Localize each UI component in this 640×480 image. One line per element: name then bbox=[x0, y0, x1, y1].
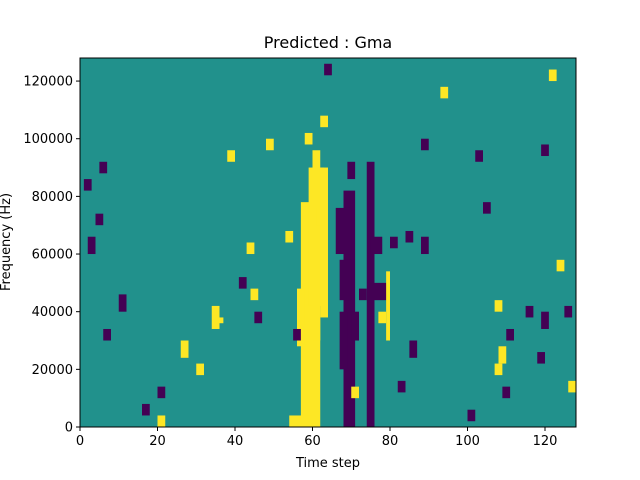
heatmap-cell bbox=[564, 305, 573, 318]
heatmap-cell bbox=[386, 271, 390, 341]
heatmap-cell bbox=[320, 167, 328, 318]
heatmap-cell bbox=[421, 236, 429, 255]
heatmap-cell bbox=[347, 161, 356, 180]
heatmap-cell bbox=[196, 363, 204, 376]
heatmap-cell bbox=[83, 179, 92, 191]
heatmap-cell bbox=[312, 150, 321, 341]
heatmap-cell bbox=[498, 346, 507, 364]
heatmap-cell bbox=[293, 328, 301, 341]
heatmap-cell bbox=[324, 63, 332, 76]
y-tick-label: 100000 bbox=[23, 132, 73, 147]
y-tick-label: 80000 bbox=[32, 190, 73, 205]
heatmap-cell bbox=[142, 403, 150, 416]
heatmap-cell bbox=[541, 144, 549, 157]
heatmap-cell bbox=[366, 161, 375, 427]
heatmap-cell bbox=[339, 259, 352, 301]
heatmap-cell bbox=[548, 69, 557, 82]
heatmap-cell bbox=[118, 294, 127, 312]
heatmap-cell bbox=[409, 340, 418, 358]
heatmap-cell bbox=[351, 311, 359, 341]
x-tick-label: 20 bbox=[149, 434, 166, 449]
heatmap-cell bbox=[390, 236, 398, 249]
heatmap-cell bbox=[285, 230, 294, 243]
y-tick-label: 120000 bbox=[23, 75, 73, 90]
y-tick-label: 40000 bbox=[32, 305, 73, 320]
heatmap-cell bbox=[475, 150, 483, 162]
heatmap-cell bbox=[370, 236, 383, 255]
heatmap-cell bbox=[215, 317, 224, 324]
heatmap-cell bbox=[440, 86, 449, 99]
heatmap-cells bbox=[83, 63, 576, 427]
heatmap-cell bbox=[157, 415, 166, 427]
plot-frame bbox=[79, 57, 577, 428]
heatmap-cell bbox=[359, 288, 367, 301]
heatmap-cell bbox=[335, 207, 352, 255]
heatmap-cell bbox=[343, 190, 356, 427]
heatmap-cell bbox=[250, 288, 259, 301]
heatmap-cell bbox=[316, 207, 325, 226]
heatmap-cell bbox=[157, 386, 166, 399]
heatmap-cell bbox=[180, 340, 189, 358]
heatmap-cell bbox=[87, 236, 96, 255]
y-axis: 0 20000 40000 60000 80000 100000 120000 bbox=[23, 75, 80, 436]
heatmap-cell bbox=[537, 352, 545, 364]
heatmap-cell bbox=[320, 115, 328, 128]
heatmap-cell bbox=[541, 311, 549, 329]
heatmap-cell bbox=[351, 386, 359, 399]
x-axis: 0 20 40 60 80 100 120 bbox=[76, 427, 558, 449]
heatmap-cell bbox=[304, 132, 313, 145]
heatmap-cell bbox=[378, 311, 387, 324]
heatmap-cell bbox=[103, 328, 111, 341]
heatmap-cell bbox=[506, 328, 514, 341]
heatmap-cell bbox=[421, 138, 429, 151]
chart-title: Predicted : Gma bbox=[264, 33, 392, 52]
y-tick-label: 60000 bbox=[32, 248, 73, 263]
heatmap-cell bbox=[405, 230, 414, 243]
x-tick-label: 40 bbox=[227, 434, 244, 449]
heatmap-cell bbox=[467, 409, 476, 422]
y-tick-label: 20000 bbox=[32, 363, 73, 378]
heatmap-cell bbox=[568, 380, 576, 393]
heatmap-cell bbox=[297, 288, 305, 347]
heatmap-cell bbox=[556, 259, 565, 272]
x-axis-label: Time step bbox=[295, 456, 360, 471]
heatmap-cell bbox=[494, 300, 503, 312]
x-tick-label: 120 bbox=[533, 434, 558, 449]
x-tick-label: 60 bbox=[304, 434, 321, 449]
heatmap-cell bbox=[502, 386, 511, 399]
y-tick-label: 0 bbox=[65, 421, 73, 436]
heatmap-cell bbox=[289, 415, 313, 427]
heatmap-cell bbox=[99, 161, 108, 174]
heatmap-cell bbox=[397, 380, 406, 393]
x-tick-label: 100 bbox=[455, 434, 480, 449]
heatmap-cell bbox=[238, 277, 247, 289]
heatmap-cell bbox=[227, 150, 235, 162]
x-tick-label: 0 bbox=[76, 434, 84, 449]
y-axis-label: Frequency (Hz) bbox=[0, 193, 14, 291]
heatmap-cell bbox=[483, 202, 491, 214]
heatmap-cell bbox=[494, 363, 503, 376]
heatmap-cell bbox=[95, 213, 104, 226]
heatmap-cell bbox=[339, 311, 348, 370]
heatmap-cell bbox=[246, 242, 255, 255]
heatmap-cell bbox=[525, 305, 534, 318]
heatmap-cell bbox=[266, 138, 274, 151]
heatmap-cell bbox=[254, 311, 263, 324]
x-tick-label: 80 bbox=[382, 434, 399, 449]
